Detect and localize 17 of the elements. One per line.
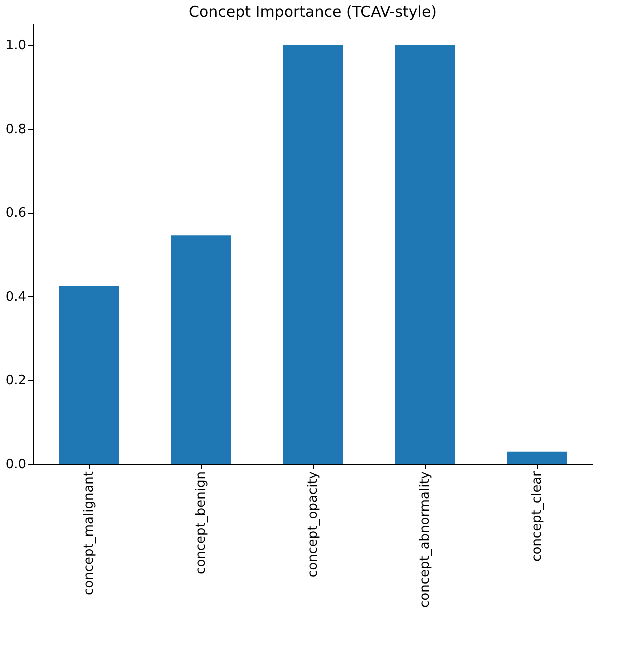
bar <box>283 44 343 464</box>
x-tick-label: concept_malignant <box>82 472 97 596</box>
x-tick-label: concept_clear <box>530 470 545 562</box>
y-tick-label: 0.8 <box>6 122 26 138</box>
bar <box>507 452 567 464</box>
y-tick-label: 1.0 <box>6 38 26 54</box>
y-tick-label: 0.0 <box>6 458 26 472</box>
x-tick-label: concept_benign <box>194 472 209 574</box>
x-tick-label: concept_abnormality <box>418 471 433 608</box>
y-tick-label: 0.4 <box>6 290 26 305</box>
bar <box>59 286 119 464</box>
chart-title: Concept Importance (TCAV-style) <box>188 3 438 21</box>
bar <box>395 44 455 464</box>
y-tick-label: 0.6 <box>6 206 26 222</box>
y-tick-label: 0.2 <box>6 374 26 389</box>
bar <box>171 236 231 464</box>
x-tick-label: concept_opacity <box>306 471 321 578</box>
